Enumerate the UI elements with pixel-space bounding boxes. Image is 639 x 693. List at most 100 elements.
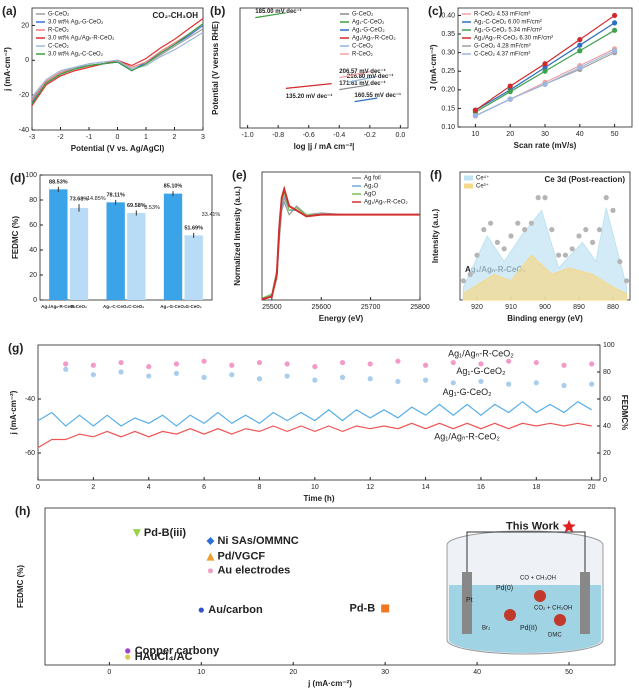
y-tick-label: 20 bbox=[29, 272, 37, 279]
y-tick-label: -40 bbox=[25, 396, 35, 403]
data-point bbox=[561, 382, 567, 389]
point-label: Au/carbon bbox=[208, 604, 263, 616]
series-label: Ag₁-G-CeO₂ bbox=[443, 387, 493, 397]
data-point bbox=[367, 376, 373, 382]
y-axis-label: Intensity (a.u.) bbox=[431, 209, 440, 264]
schematic: Pt Pd(0) Pd(II) CO + CH₃OH CO₂ + CH₃OH D… bbox=[446, 530, 604, 655]
legend-label: G-CeO₂ bbox=[352, 12, 374, 18]
x-axis-label: Binding energy (eV) bbox=[507, 314, 583, 323]
legend-label: Ag₁-G-CeO₂ bbox=[352, 28, 385, 34]
x-tick-label: 900 bbox=[539, 304, 551, 311]
data-point bbox=[146, 373, 152, 379]
panel-label: (h) bbox=[15, 504, 30, 518]
x-tick-label: 50 bbox=[611, 131, 619, 138]
x-tick-label: Ag₁-C-CeO₂ bbox=[103, 304, 128, 309]
electrode-right bbox=[580, 572, 590, 634]
x-tick-label: 25700 bbox=[361, 304, 381, 311]
x-tick-label: 18 bbox=[532, 484, 540, 491]
data-point bbox=[256, 359, 263, 366]
point-label: Copper carbony bbox=[135, 645, 220, 657]
data-point bbox=[132, 529, 141, 538]
y2-tick-label: 0 bbox=[603, 477, 607, 484]
data-point bbox=[612, 48, 618, 54]
data-point bbox=[206, 536, 215, 545]
point-label: Pd/VGCF bbox=[217, 551, 265, 563]
data-point bbox=[507, 89, 513, 95]
x-tick-label: 30 bbox=[381, 669, 389, 676]
bar bbox=[49, 189, 68, 300]
annotation: CO₂-CH₃OH bbox=[153, 11, 199, 20]
legend-label: Ag₂O bbox=[364, 184, 379, 190]
data-point bbox=[381, 604, 390, 613]
data-point bbox=[422, 362, 429, 368]
x-tick-label: 16 bbox=[477, 484, 485, 491]
data-point bbox=[494, 239, 500, 245]
data-point bbox=[612, 27, 618, 33]
data-point bbox=[501, 246, 507, 252]
x-tick-label: 0 bbox=[107, 669, 111, 676]
x-tick-label: -0.4 bbox=[333, 132, 345, 139]
pd-site bbox=[504, 609, 516, 621]
legend-label: R-CeO₂ bbox=[352, 52, 374, 58]
x-tick-label: 40 bbox=[576, 131, 584, 138]
y-axis-label: FEDMC (%) bbox=[16, 565, 25, 608]
data-point bbox=[542, 195, 548, 201]
data-point bbox=[198, 607, 204, 613]
data-point bbox=[506, 358, 512, 364]
data-point bbox=[515, 220, 521, 226]
data-point bbox=[556, 252, 562, 258]
line bbox=[261, 185, 420, 301]
y-tick-label: 0.40 bbox=[441, 12, 455, 19]
x-tick-label: 8 bbox=[258, 484, 262, 491]
x-tick-label: 12 bbox=[366, 484, 374, 491]
data-point bbox=[610, 207, 616, 213]
panel-label: (f) bbox=[430, 168, 442, 182]
schematic-label: Pd(II) bbox=[520, 625, 537, 632]
data-point bbox=[118, 369, 124, 375]
x-axis-label: Time (h) bbox=[304, 494, 335, 503]
data-point bbox=[422, 377, 429, 383]
data-point bbox=[562, 252, 569, 258]
data-point bbox=[589, 381, 595, 387]
schematic-label: DMC bbox=[548, 633, 562, 639]
data-point bbox=[207, 568, 214, 574]
point-label: Pd-B(iii) bbox=[144, 527, 186, 539]
x-tick-label: Ag₁/Agₙ-R-CeO₂ bbox=[41, 304, 75, 309]
y-tick-label: 0 bbox=[25, 57, 29, 64]
x-tick-label: -3 bbox=[29, 134, 35, 141]
data-point bbox=[90, 372, 96, 378]
data-point bbox=[488, 220, 494, 226]
y2-tick-label: 60 bbox=[603, 396, 611, 403]
legend-label: G-CeO₂ 4.28 mF/cm² bbox=[474, 44, 531, 50]
x-tick-label: 3 bbox=[201, 134, 205, 141]
y2-tick-label: 100 bbox=[603, 342, 615, 349]
data-point bbox=[508, 233, 514, 239]
y-tick-label: 80 bbox=[29, 197, 37, 204]
x-tick-label: 25500 bbox=[262, 304, 282, 311]
x-axis-label: Energy (eV) bbox=[319, 314, 364, 323]
series-label: Ag₁-G-CeO₂ bbox=[456, 366, 506, 376]
data-point bbox=[339, 374, 346, 380]
x-tick-label: Ag₁-G-CeO₂ bbox=[160, 304, 186, 309]
data-point bbox=[562, 519, 576, 533]
schematic-label: CO₂ + CH₃OH bbox=[534, 606, 572, 612]
x-tick-label: 0 bbox=[36, 484, 40, 491]
value-label: 73.68% bbox=[70, 197, 89, 203]
y-tick-label: 0 bbox=[33, 297, 37, 304]
bar bbox=[106, 202, 125, 300]
wire bbox=[466, 531, 586, 572]
legend-label: Ag foil bbox=[364, 176, 381, 182]
legend-label: Ag₁/Agₙ-R-CeO₂ 6.30 mF/cm² bbox=[474, 36, 553, 42]
data-point bbox=[63, 361, 69, 367]
data-point bbox=[590, 239, 596, 245]
x-tick-label: 2 bbox=[91, 484, 95, 491]
x-tick-label: 890 bbox=[573, 304, 585, 311]
panel-label: (d) bbox=[10, 171, 25, 185]
line bbox=[31, 31, 204, 98]
y-axis-label: Potential (V versus RHE) bbox=[211, 21, 220, 115]
x-tick-label: 880 bbox=[607, 304, 619, 311]
data-point bbox=[125, 648, 131, 654]
data-point bbox=[507, 83, 513, 89]
legend-label: Ag₁-C-CeO₂ bbox=[352, 20, 385, 26]
